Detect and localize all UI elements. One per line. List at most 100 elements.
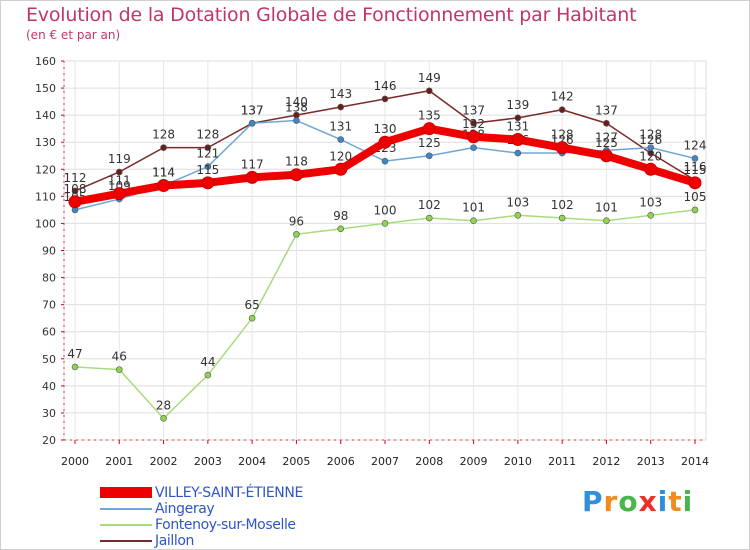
data-label: 115 <box>196 163 219 177</box>
legend-label-aingeray: Aingeray <box>155 501 215 517</box>
data-label: 28 <box>156 398 171 412</box>
y-tick-label: 110 <box>35 190 56 203</box>
x-tick-label: 2004 <box>238 455 266 468</box>
data-point <box>599 149 613 163</box>
data-point <box>691 206 699 214</box>
logo-letter: P <box>582 485 604 518</box>
data-label: 137 <box>241 103 264 117</box>
legend-label-jaillon: Jaillon <box>155 533 195 549</box>
data-point <box>337 225 345 233</box>
data-point <box>71 363 79 371</box>
data-point <box>555 141 569 155</box>
legend-label-villey: VILLEY-SAINT-ÉTIENNE <box>155 485 303 501</box>
data-point <box>425 87 433 95</box>
data-label: 100 <box>374 203 397 217</box>
chart-title: Evolution de la Dotation Globale de Fonc… <box>26 4 637 26</box>
data-point <box>115 168 123 176</box>
data-label: 128 <box>196 128 219 142</box>
data-label: 126 <box>639 133 662 147</box>
data-label: 142 <box>551 90 574 104</box>
y-tick-label: 120 <box>35 163 56 176</box>
data-label: 149 <box>418 71 441 85</box>
data-point <box>378 135 392 149</box>
data-label: 116 <box>684 160 707 174</box>
x-tick-label: 2008 <box>415 455 443 468</box>
y-tick-label: 40 <box>42 380 56 393</box>
x-tick-label: 2011 <box>548 455 576 468</box>
logo-letter: o <box>618 485 639 518</box>
data-point <box>248 314 256 322</box>
data-point <box>691 155 699 162</box>
data-point <box>334 162 348 176</box>
data-label: 105 <box>684 190 707 204</box>
data-label: 124 <box>684 138 707 152</box>
data-label: 114 <box>152 166 175 180</box>
data-point <box>467 130 481 144</box>
data-label: 128 <box>639 128 662 142</box>
data-label: 111 <box>108 174 131 188</box>
data-label: 120 <box>639 149 662 163</box>
data-label: 140 <box>285 95 308 109</box>
y-tick-label: 90 <box>42 245 56 258</box>
data-point <box>381 95 389 103</box>
legend-item-fontenoy: Fontenoy-sur-Moselle <box>100 517 380 534</box>
x-tick-label: 2000 <box>61 455 89 468</box>
y-tick-label: 160 <box>35 55 56 68</box>
data-label: 44 <box>200 355 215 369</box>
data-label: 132 <box>462 117 485 131</box>
data-label: 137 <box>462 103 485 117</box>
data-point <box>293 117 300 124</box>
data-label: 102 <box>551 198 574 212</box>
data-label: 131 <box>506 120 529 134</box>
series-fontenoy-sur-moselle: 47 46 28 44 65 96 98 100 102 101 103 102 101 103 105 <box>67 190 707 422</box>
data-label: 130 <box>374 122 397 136</box>
x-tick-label: 2010 <box>504 455 532 468</box>
data-point <box>558 214 566 222</box>
logo-letter: r <box>603 485 619 518</box>
data-label: 112 <box>64 171 87 185</box>
data-label: 127 <box>595 130 618 144</box>
data-point <box>381 157 389 165</box>
line-chart: 20 30 40 50 60 70 80 90 100 110 120 130 140 150 160 200… <box>35 55 709 468</box>
data-point <box>204 371 212 379</box>
y-tick-label: 140 <box>35 109 56 122</box>
data-point <box>514 149 522 157</box>
y-tick-label: 20 <box>42 434 56 447</box>
data-label: 121 <box>196 147 219 161</box>
data-point <box>511 133 525 147</box>
data-point <box>603 217 610 225</box>
data-point <box>204 144 212 151</box>
legend-swatch-aingeray <box>100 508 152 510</box>
data-point <box>514 212 522 219</box>
x-tick-label: 2007 <box>371 455 399 468</box>
data-label: 98 <box>333 209 348 223</box>
legend-item-villey: VILLEY-SAINT-ÉTIENNE <box>100 485 380 502</box>
data-point <box>470 119 477 127</box>
data-label: 131 <box>329 120 352 134</box>
y-tick-label: 150 <box>35 82 56 95</box>
y-tick-label: 130 <box>35 136 56 149</box>
data-label: 128 <box>152 128 175 142</box>
legend-swatch-jaillon <box>100 540 152 542</box>
legend-item-jaillon: Jaillon <box>100 533 380 550</box>
data-label: 96 <box>289 214 304 228</box>
data-point <box>514 114 522 122</box>
data-label: 125 <box>595 136 618 150</box>
legend-swatch-villey <box>100 487 152 498</box>
data-point <box>160 415 167 422</box>
data-label: 135 <box>418 109 441 123</box>
y-tick-label: 60 <box>42 326 56 339</box>
logo-letter: x <box>638 485 658 518</box>
data-point <box>71 187 79 195</box>
data-point <box>603 119 610 127</box>
data-point <box>115 366 123 373</box>
data-point <box>647 144 655 151</box>
data-point <box>425 152 433 160</box>
data-label: 118 <box>285 155 308 169</box>
chart-subtitle: (en € et par an) <box>26 28 121 42</box>
data-point <box>644 162 658 176</box>
data-label: 115 <box>684 163 707 177</box>
data-label: 101 <box>462 201 485 215</box>
